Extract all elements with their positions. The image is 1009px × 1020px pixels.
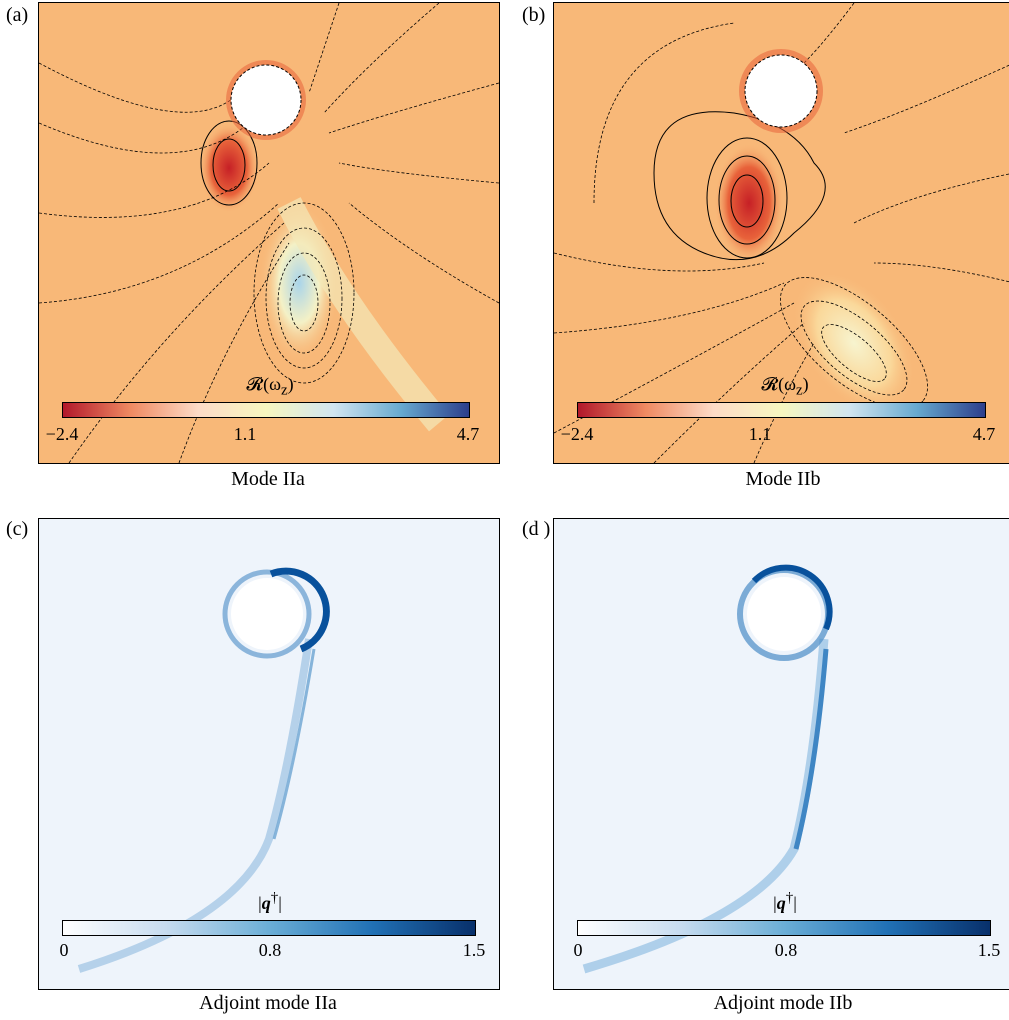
cylinder (230, 64, 302, 136)
panel-c-colorbar-title: |q†| (258, 890, 282, 913)
panel-c-adjoint-plot (38, 518, 500, 990)
panel-a-caption: Mode IIa (231, 468, 305, 490)
negative-vortex-region (714, 143, 784, 263)
panel-a-tick-max: 4.7 (456, 424, 480, 444)
cylinder (231, 578, 303, 650)
panel-d-adjoint-plot (553, 518, 1009, 990)
panel-d-tick-min: 0 (573, 940, 583, 960)
panel-c-label: (c) (6, 518, 29, 540)
negative-vortex-region (199, 123, 259, 213)
panel-d-label: (d ) (522, 518, 551, 540)
cylinder (744, 54, 818, 128)
contour-lines (39, 3, 499, 463)
panel-b-colorbar (577, 402, 986, 418)
cylinder (747, 577, 821, 651)
panel-c-tick-max: 1.5 (462, 940, 486, 960)
panel-a-label: (a) (6, 4, 29, 26)
panel-d-caption: Adjoint mode IIb (713, 992, 853, 1014)
panel-c-tick-mid: 0.8 (258, 940, 282, 960)
panel-a-colorbar (62, 402, 470, 418)
positive-vortex-region (792, 271, 916, 415)
panel-d-colorbar-title: |q†| (773, 890, 797, 913)
panel-a-tick-mid: 1.1 (233, 424, 257, 444)
adjoint-wake-band (582, 638, 829, 974)
panel-b-colorbar-title: 𝓡(ωz) (761, 374, 809, 399)
panel-c-caption: Adjoint mode IIa (199, 992, 337, 1014)
adjoint-wake-band (77, 638, 313, 973)
panel-b-tick-mid: 1.1 (748, 424, 772, 444)
panel-b-tick-max: 4.7 (972, 424, 996, 444)
panel-c-tick-min: 0 (59, 940, 69, 960)
panel-a-colorbar-title: 𝓡(ωz) (246, 374, 294, 399)
solid-contours (200, 120, 258, 206)
panel-b-label: (b) (522, 4, 546, 26)
panel-a-tick-min: −2.4 (45, 424, 79, 444)
panel-b-vorticity-plot (553, 2, 1009, 464)
panel-d-colorbar (577, 920, 991, 936)
solid-contours (653, 111, 826, 261)
panel-d-tick-max: 1.5 (977, 940, 1001, 960)
panel-c-colorbar (62, 920, 476, 936)
panel-a-vorticity-plot (38, 2, 500, 464)
panel-b-caption: Mode IIb (745, 468, 821, 490)
panel-d-tick-mid: 0.8 (774, 940, 798, 960)
panel-b-tick-min: −2.4 (560, 424, 594, 444)
